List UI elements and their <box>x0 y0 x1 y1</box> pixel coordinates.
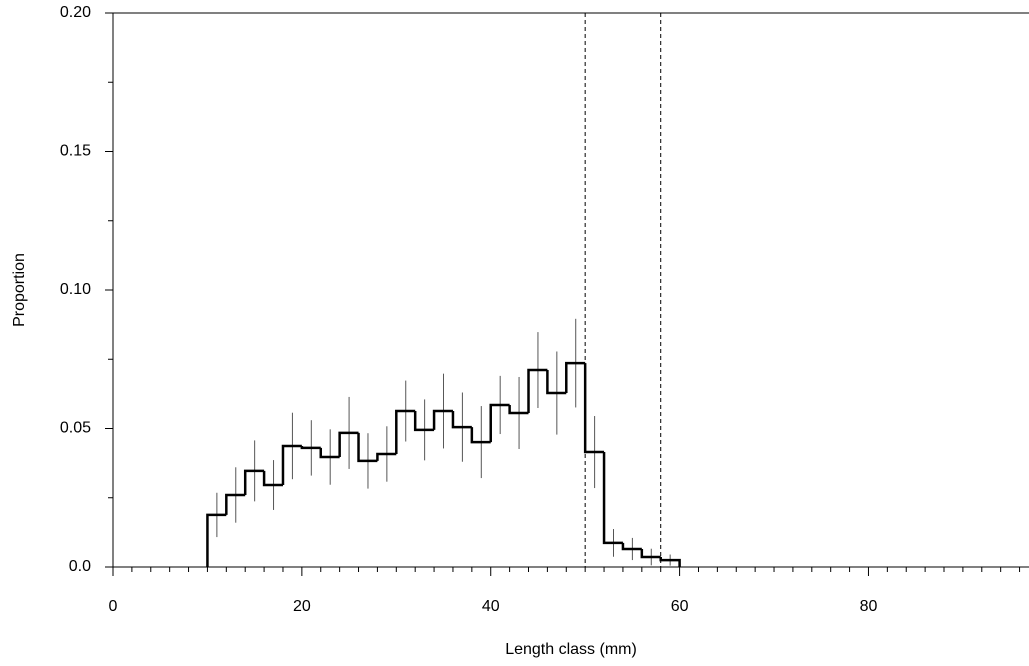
x-tick-label: 60 <box>671 598 689 615</box>
histogram-bar <box>395 409 416 454</box>
histogram-bar <box>243 469 265 495</box>
histogram-bar <box>225 493 246 515</box>
y-tick-label: 0.20 <box>60 4 91 21</box>
histogram-bar <box>640 548 661 559</box>
y-tick-label: 0.05 <box>60 420 91 437</box>
histogram-bar <box>281 444 302 486</box>
histogram-bar <box>451 411 472 429</box>
x-tick-label: 80 <box>860 598 878 615</box>
histogram-bar <box>621 542 642 551</box>
x-tick-label: 40 <box>482 598 500 615</box>
x-tick-label: 20 <box>293 598 311 615</box>
histogram-bar <box>659 557 681 567</box>
histogram-bar <box>565 361 586 394</box>
histogram-bar <box>432 409 453 430</box>
histogram-bar <box>319 447 340 459</box>
histogram-bar <box>413 411 435 432</box>
plot-frame <box>112 12 1029 567</box>
histogram-bar <box>489 403 510 443</box>
histogram-bar <box>470 427 491 444</box>
y-tick-label: 0.15 <box>60 143 91 160</box>
histogram-bar <box>508 404 529 415</box>
histogram-bar <box>357 432 378 463</box>
histogram-bar <box>602 452 623 545</box>
histogram-bar <box>300 445 321 450</box>
histogram-bar <box>262 470 283 487</box>
histogram-bar <box>583 363 605 454</box>
y-axis-title: Proportion <box>11 253 28 327</box>
histogram-bar <box>206 513 227 567</box>
histogram-bar <box>376 452 397 461</box>
histogram-bar <box>546 370 567 395</box>
histogram-bar <box>527 368 548 413</box>
y-tick-label: 0.10 <box>60 281 91 298</box>
y-tick-label: 0.0 <box>69 558 91 575</box>
histogram-bar <box>338 431 359 458</box>
x-axis-title: Length class (mm) <box>505 641 637 658</box>
x-tick-label: 0 <box>109 598 118 615</box>
